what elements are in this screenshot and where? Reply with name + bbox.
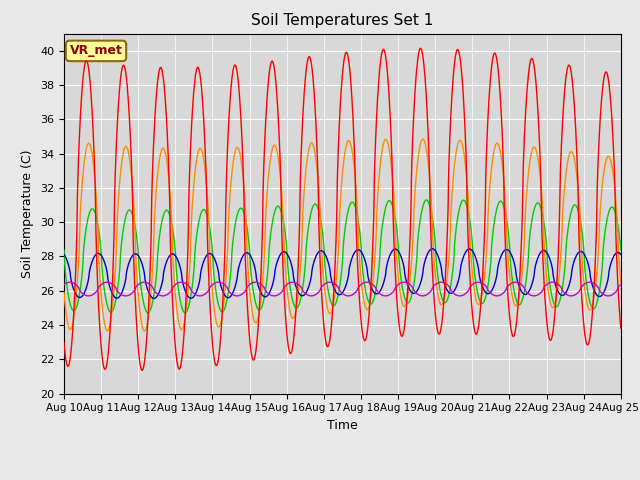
X-axis label: Time: Time <box>327 419 358 432</box>
Text: VR_met: VR_met <box>70 44 122 58</box>
Title: Soil Temperatures Set 1: Soil Temperatures Set 1 <box>252 13 433 28</box>
Legend: Tsoil -2cm, Tsoil -4cm, Tsoil -8cm, Tsoil -16cm, Tsoil -32cm: Tsoil -2cm, Tsoil -4cm, Tsoil -8cm, Tsoi… <box>70 477 614 480</box>
Y-axis label: Soil Temperature (C): Soil Temperature (C) <box>22 149 35 278</box>
